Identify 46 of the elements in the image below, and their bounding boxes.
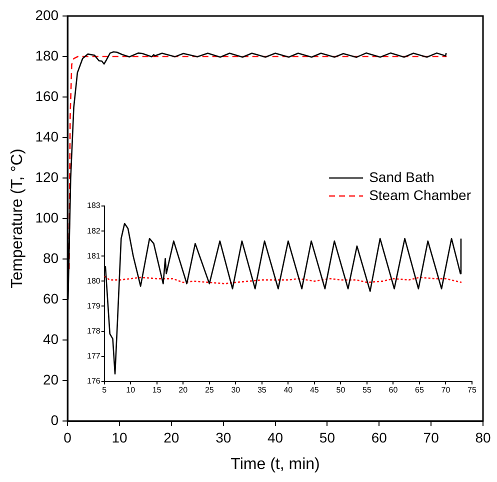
y-tick-label: 100 (35, 209, 59, 226)
y-tick-label: 176 (86, 376, 101, 386)
legend-label: Steam Chamber (369, 186, 472, 203)
x-tick-label: 10 (112, 429, 128, 446)
x-tick-label: 20 (164, 429, 180, 446)
x-tick-label: 55 (362, 385, 372, 394)
y-tick-label: 80 (42, 250, 59, 266)
x-tick-label: 40 (284, 385, 294, 394)
x-tick-label: 70 (423, 429, 440, 446)
x-tick-label: 45 (310, 385, 320, 394)
y-tick-label: 200 (35, 6, 59, 23)
x-tick-label: 20 (178, 385, 188, 394)
y-tick-label: 178 (86, 326, 101, 336)
x-tick-label: 30 (216, 429, 232, 446)
y-tick-label: 180 (35, 47, 59, 64)
x-tick-label: 80 (475, 429, 491, 446)
y-tick-label: 183 (86, 201, 101, 210)
x-tick-label: 0 (64, 429, 72, 446)
y-axis-title: Temperature (T, °C) (9, 148, 26, 288)
legend-label: Sand Bath (369, 168, 434, 185)
x-tick-label: 65 (415, 385, 424, 394)
x-tick-label: 75 (468, 385, 477, 394)
y-tick-label: 60 (42, 290, 59, 306)
y-tick-label: 179 (86, 301, 101, 310)
y-tick-label: 40 (42, 330, 59, 347)
y-tick-label: 177 (86, 352, 101, 361)
y-tick-label: 140 (35, 128, 59, 144)
x-tick-label: 50 (319, 429, 336, 446)
x-tick-label: 30 (231, 385, 241, 394)
y-tick-label: 180 (86, 276, 101, 286)
y-tick-label: 120 (35, 168, 59, 185)
x-tick-label: 25 (204, 385, 214, 394)
x-tick-label: 35 (257, 385, 267, 394)
y-tick-label: 181 (86, 251, 101, 260)
x-tick-label: 60 (388, 385, 398, 394)
x-tick-label: 15 (152, 385, 162, 394)
x-tick-label: 60 (371, 429, 388, 446)
x-tick-label: 70 (441, 385, 451, 394)
x-tick-label: 5 (102, 385, 108, 394)
y-tick-label: 182 (86, 226, 101, 236)
x-axis-title: Time (t, min) (230, 456, 320, 473)
x-tick-label: 10 (126, 385, 136, 394)
x-tick-label: 50 (336, 385, 346, 394)
y-tick-label: 160 (35, 88, 59, 104)
y-tick-label: 0 (50, 412, 59, 428)
x-tick-label: 40 (267, 429, 284, 446)
